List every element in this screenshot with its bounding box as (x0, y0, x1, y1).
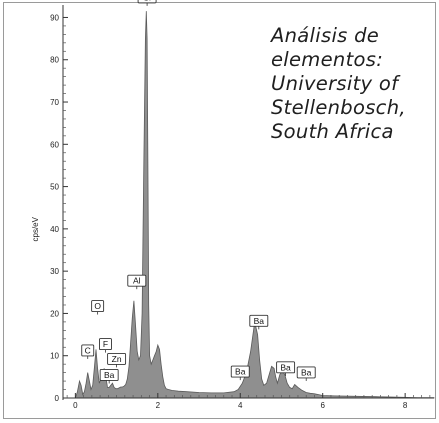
annotation-line: Análisis de (271, 24, 380, 47)
peak-label-box (230, 365, 250, 378)
peak-label-box (296, 366, 316, 379)
y-tick-label: 70 (50, 98, 59, 107)
peak-label-box (107, 352, 127, 365)
peak-label-ba: Ba (99, 369, 119, 384)
peak-label-ba: Ba (230, 365, 250, 381)
annotation-line: South Africa (271, 120, 394, 143)
x-tick-label: 2 (156, 401, 161, 410)
peak-label-box (99, 338, 112, 351)
x-tick-label: 4 (238, 401, 243, 410)
y-tick-label: 90 (50, 13, 59, 22)
peak-label-text: F (103, 339, 108, 349)
peak-label-text: Zn (112, 354, 122, 364)
annotation-line: elementos: (271, 48, 384, 71)
peak-label-text: O (94, 301, 101, 311)
x-tick-label: 6 (320, 401, 325, 410)
y-tick-label: 60 (50, 140, 59, 149)
peak-label-text: Ba (235, 367, 246, 377)
peak-label-box (276, 361, 296, 374)
peak-label-text: Ba (104, 370, 115, 380)
peak-label-text: Al (133, 276, 141, 286)
y-tick-label: 0 (55, 394, 60, 403)
peak-label-ba: Ba (296, 366, 316, 381)
y-axis-title: cps/eV (31, 216, 40, 241)
chart-frame (3, 2, 436, 419)
y-tick-label: 10 (50, 352, 59, 361)
peak-label-box (249, 314, 269, 327)
peak-label-text: Ba (301, 367, 312, 377)
y-tick-label: 50 (50, 183, 59, 192)
annotation-line: Stellenbosch, (271, 96, 406, 119)
peak-label-text: C (85, 345, 91, 355)
peak-label-text: Si (143, 0, 151, 2)
x-tick-label: 0 (73, 401, 78, 410)
peak-label-ba: Ba (276, 361, 296, 376)
peak-label-box (99, 369, 119, 381)
peak-label-c: C (81, 344, 95, 359)
y-tick-label: 30 (50, 267, 59, 276)
peak-label-box (91, 300, 105, 312)
y-tick-label: 20 (50, 309, 59, 318)
y-tick-label: 40 (50, 225, 59, 234)
peak-label-box (81, 344, 95, 357)
peak-label-al: Al (127, 274, 147, 290)
peak-label-text: Ba (280, 362, 291, 372)
peak-label-f: F (99, 338, 112, 353)
peak-label-o: O (91, 300, 105, 315)
annotation-line: University of (271, 72, 399, 95)
lab-annotation: Análisis de elementos: University of Ste… (271, 24, 439, 144)
peak-label-text: Ba (254, 316, 265, 326)
peak-label-ba: Ba (249, 314, 269, 330)
peak-label-si: Si (137, 0, 157, 6)
peak-label-box (137, 0, 157, 4)
peak-label-zn: Zn (107, 352, 127, 368)
y-tick-label: 80 (50, 56, 59, 65)
x-tick-label: 8 (403, 401, 408, 410)
peak-label-box (127, 274, 147, 287)
